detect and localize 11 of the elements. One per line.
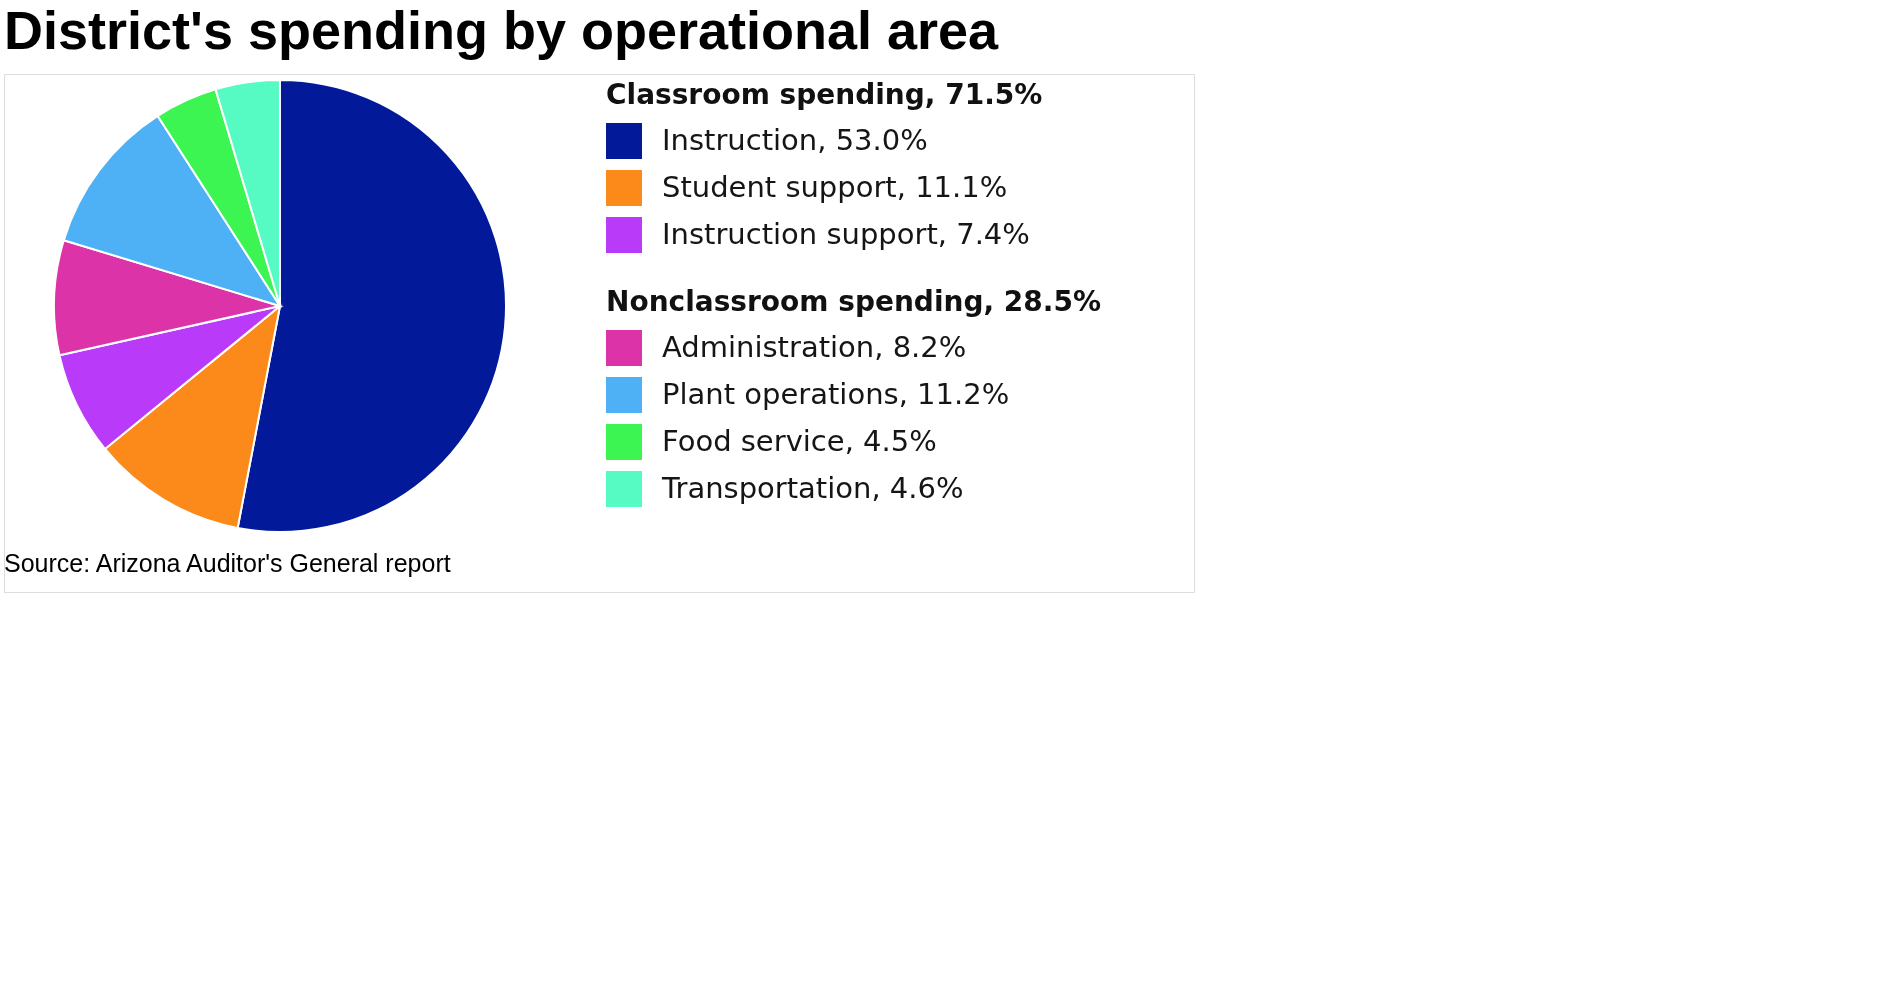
legend-label: Instruction, 53.0% (662, 123, 928, 157)
legend-label: Plant operations, 11.2% (662, 377, 1010, 411)
legend-label: Transportation, 4.6% (661, 471, 964, 505)
source-note: Source: Arizona Auditor's General report (4, 549, 451, 577)
chart-title: District's spending by operational area (4, 0, 1000, 60)
text: Classroom spending, 71.5% (606, 78, 1043, 111)
legend-label: Student support, 11.1% (662, 170, 1008, 204)
legend-label: Food service, 4.5% (662, 424, 937, 458)
legend-label: Administration, 8.2% (662, 330, 967, 364)
legend-label: Instruction support, 7.4% (662, 217, 1030, 251)
text: Nonclassroom spending, 28.5% (606, 285, 1102, 318)
